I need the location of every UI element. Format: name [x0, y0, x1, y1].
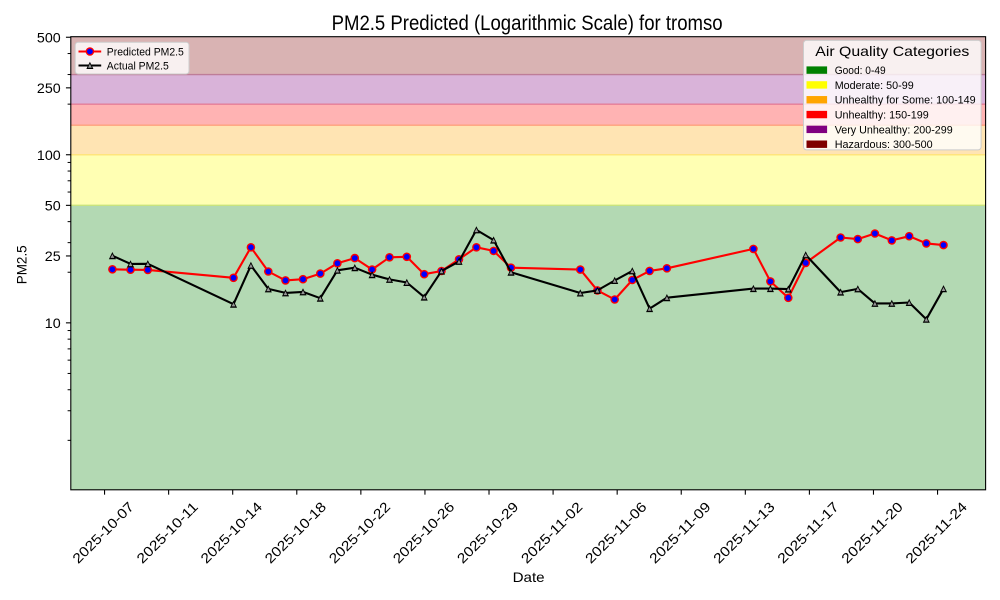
svg-text:PM2.5 Predicted (Logarithmic S: PM2.5 Predicted (Logarithmic Scale) for … [332, 12, 723, 35]
svg-text:Air Quality Categories: Air Quality Categories [815, 43, 969, 59]
svg-text:Date: Date [513, 569, 545, 585]
svg-text:250: 250 [37, 80, 61, 96]
svg-text:25: 25 [45, 248, 61, 264]
svg-text:100: 100 [37, 147, 61, 163]
svg-text:Hazardous: 300-500: Hazardous: 300-500 [835, 139, 933, 151]
svg-text:10: 10 [45, 315, 61, 331]
svg-text:500: 500 [37, 29, 61, 45]
svg-text:PM2.5: PM2.5 [14, 245, 30, 284]
svg-text:Moderate: 50-99: Moderate: 50-99 [835, 80, 914, 92]
svg-text:Predicted PM2.5: Predicted PM2.5 [107, 46, 184, 58]
svg-text:Unhealthy: 150-199: Unhealthy: 150-199 [835, 109, 929, 121]
svg-text:Actual PM2.5: Actual PM2.5 [107, 60, 169, 72]
svg-text:Unhealthy for Some: 100-149: Unhealthy for Some: 100-149 [835, 95, 976, 107]
svg-text:50: 50 [45, 198, 61, 214]
svg-text:Very Unhealthy: 200-299: Very Unhealthy: 200-299 [835, 124, 953, 136]
svg-text:Good: 0-49: Good: 0-49 [835, 65, 886, 77]
